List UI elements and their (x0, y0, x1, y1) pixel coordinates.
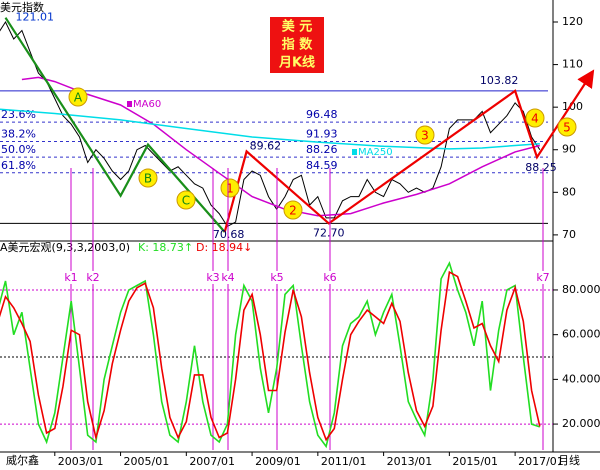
fib-value: 88.26 (306, 143, 338, 156)
series-line (0, 270, 541, 442)
y-tick-label: 80.0000 (562, 283, 600, 296)
wave-value-label: 89.62 (250, 139, 282, 152)
k-marker-label: k5 (270, 271, 283, 284)
wave-circle (283, 200, 303, 220)
box-title-line: 美 元 (282, 19, 313, 35)
fib-ratio: 50.0% (1, 143, 36, 156)
wave-value-label: 72.70 (313, 226, 345, 239)
x-tick-label: 2015/01 (452, 455, 498, 468)
footer: 威尔鑫 (6, 453, 39, 467)
k-marker-bg (220, 271, 236, 284)
wave-circle-label: 2 (289, 204, 297, 218)
chart-title: 美元指数 (0, 0, 44, 14)
k-marker-label: k3 (206, 271, 219, 284)
box-title-line: 指 数 (282, 37, 314, 53)
series-line (0, 108, 540, 150)
k-marker-bg (269, 271, 285, 284)
box-title-line: 月K线 (278, 55, 315, 71)
fib-ratio: 61.8% (1, 159, 36, 172)
y-tick-label: 110 (562, 58, 583, 71)
wave-circle-label: B (144, 172, 152, 186)
k-marker-bg (322, 271, 338, 284)
fib-ratio: 38.2% (1, 128, 36, 141)
legend-swatch (127, 101, 132, 107)
y-tick-label: 90 (562, 143, 576, 156)
wave-line (223, 69, 595, 233)
y-tick-label: 80 (562, 185, 576, 198)
x-tick-label: 2009/01 (255, 455, 301, 468)
box-title-bg (270, 17, 324, 73)
x-tick-label: 2011/01 (321, 455, 367, 468)
wave-circle-label: 1 (226, 182, 234, 196)
k-marker-label: k6 (323, 271, 336, 284)
wave-circle-label: 5 (563, 121, 571, 135)
wave-circle (138, 168, 158, 188)
k-marker-bg (535, 271, 551, 284)
y-tick-label: 20.0000 (562, 417, 600, 430)
y-tick-label: 60.0000 (562, 328, 600, 341)
x-tick-label: 2005/01 (124, 455, 170, 468)
wave-circle (557, 117, 577, 137)
box-title: 美 元 指 数 月K线 (270, 17, 324, 73)
k-marker-label: k7 (536, 271, 549, 284)
k-marker-label: k1 (64, 271, 77, 284)
wave-circle (415, 125, 435, 145)
wave-circle (68, 87, 88, 107)
wave-value-label: 103.82 (480, 74, 519, 87)
legend-label: MA250 (358, 147, 393, 158)
k-marker-bg (85, 271, 101, 284)
wave-value-label: 121.01 (15, 11, 54, 24)
y-tick-label: 70 (562, 228, 576, 241)
y-tick-label: 40.0000 (562, 372, 600, 385)
series-line (0, 261, 541, 449)
x-tick-label: 2017/01 (518, 455, 564, 468)
indicator-title: A美元宏观(9,3,3,2003,0) (0, 240, 130, 254)
wave-value-label: 70.68 (213, 228, 245, 241)
wave-circle-label: C (182, 194, 190, 208)
wave-circle-label: 3 (421, 129, 429, 143)
x-tick-label: 2007/01 (189, 455, 235, 468)
series-line (0, 20, 541, 228)
fib-value: 84.59 (306, 159, 338, 172)
fib-value: 91.93 (306, 128, 338, 141)
k-marker-label: k2 (86, 271, 99, 284)
wave-circle-label: A (74, 91, 83, 105)
x-tick-label: 2013/01 (387, 455, 433, 468)
legend-swatch (352, 149, 357, 155)
wave-line (4, 17, 226, 233)
x-tick-label: 2003/01 (58, 455, 104, 468)
wave-circle-label: 4 (531, 112, 539, 126)
fib-value: 96.48 (306, 108, 338, 121)
series-label: D: 18.94↓ (196, 241, 252, 254)
k-marker-label: k4 (221, 271, 234, 284)
k-marker-bg (205, 271, 221, 284)
series-label: K: 18.73↑ (138, 241, 193, 254)
wave-value-label: 88.25 (525, 161, 557, 174)
y-tick-label: 120 (562, 15, 583, 28)
period: 月线 (558, 453, 580, 467)
wave-circle (176, 190, 196, 210)
k-marker-bg (63, 271, 79, 284)
legend-label: MA60 (133, 99, 161, 110)
wave-circle (220, 178, 240, 198)
wave-circle (525, 108, 545, 128)
